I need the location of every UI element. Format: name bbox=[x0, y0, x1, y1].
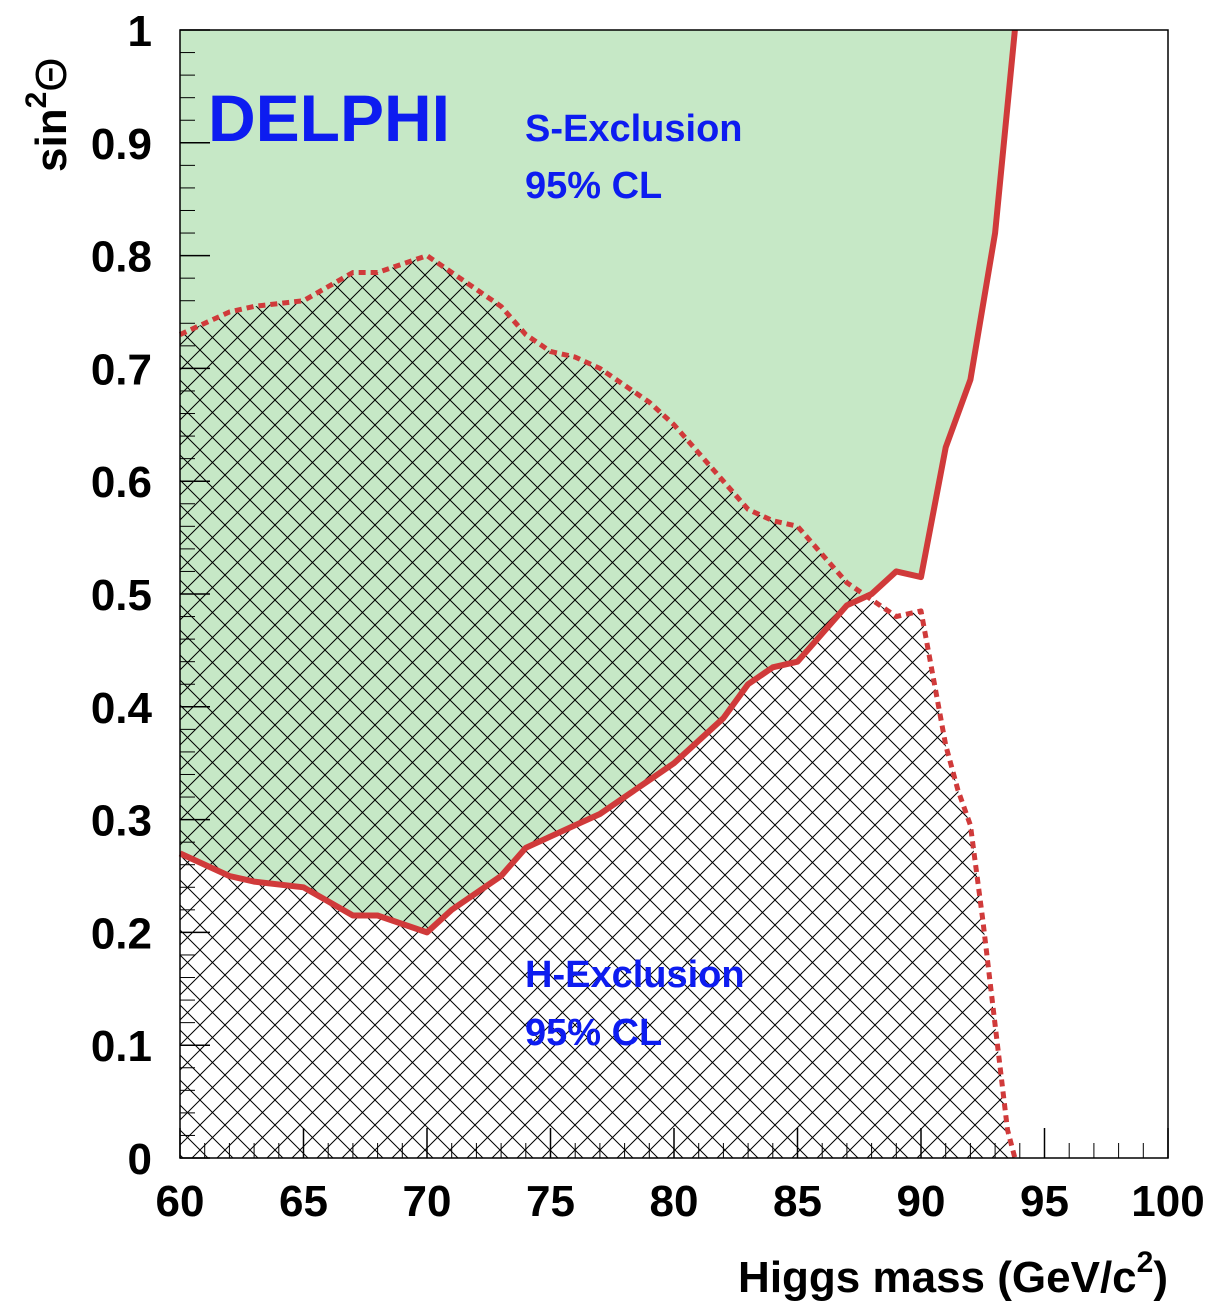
y-axis-label: sin2Θ bbox=[20, 58, 76, 173]
y-tick-label: 0.2 bbox=[91, 909, 152, 958]
annotation: 95% CL bbox=[525, 165, 662, 207]
y-tick-label: 0.9 bbox=[91, 120, 152, 169]
y-tick-label: 0.4 bbox=[91, 684, 153, 733]
x-label-text: ) bbox=[1153, 1253, 1168, 1302]
y-tick-label: 0.6 bbox=[91, 458, 152, 507]
x-tick-label: 100 bbox=[1131, 1177, 1204, 1226]
y-tick-label: 0.3 bbox=[91, 797, 152, 846]
annotation: S-Exclusion bbox=[525, 108, 743, 150]
annotation: 95% CL bbox=[525, 1012, 662, 1054]
y-tick-label: 0.5 bbox=[91, 571, 152, 620]
x-label-sup: 2 bbox=[1137, 1246, 1154, 1279]
x-tick-label: 85 bbox=[773, 1177, 822, 1226]
y-tick-label: 0 bbox=[128, 1135, 152, 1184]
y-tick-label: 0.1 bbox=[91, 1022, 152, 1071]
x-label-text: Higgs mass (GeV/c bbox=[738, 1253, 1137, 1302]
annotation: H-Exclusion bbox=[525, 954, 745, 996]
y-tick-label: 0.8 bbox=[91, 233, 152, 282]
y-label-text: sin bbox=[27, 108, 76, 172]
x-tick-label: 95 bbox=[1020, 1177, 1069, 1226]
y-label-sup: 2 bbox=[20, 92, 53, 109]
delphi-label: DELPHI bbox=[208, 81, 450, 155]
x-tick-label: 70 bbox=[403, 1177, 452, 1226]
x-tick-label: 80 bbox=[650, 1177, 699, 1226]
x-axis-label: Higgs mass (GeV/c2) bbox=[738, 1246, 1168, 1302]
y-tick-label: 0.7 bbox=[91, 345, 152, 394]
x-tick-label: 65 bbox=[279, 1177, 328, 1226]
y-tick-label: 1 bbox=[128, 7, 152, 56]
y-label-text: Θ bbox=[27, 58, 76, 92]
x-tick-label: 60 bbox=[156, 1177, 205, 1226]
x-tick-label: 75 bbox=[526, 1177, 575, 1226]
hatched-area bbox=[180, 255, 1015, 1159]
solid-line bbox=[178, 29, 1018, 936]
x-tick-label: 90 bbox=[897, 1177, 946, 1226]
